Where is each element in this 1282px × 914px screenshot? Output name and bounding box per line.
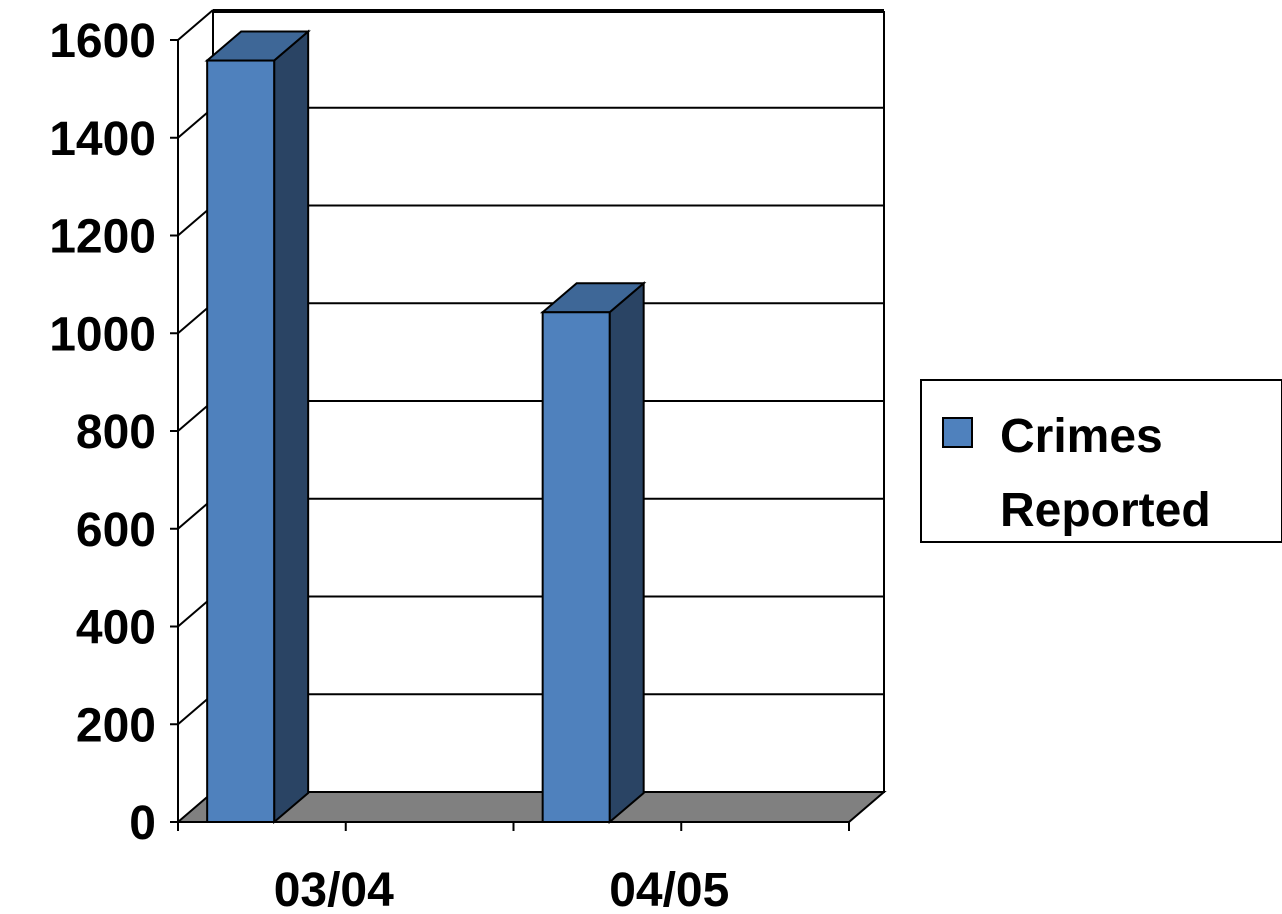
x-tick-label: 03/04 [274,864,394,909]
y-tick-label: 400 [76,602,156,655]
axes [170,39,850,831]
bar [539,281,647,825]
bars [204,29,647,825]
x-tick-label: 04/05 [609,864,729,909]
legend-box [920,379,1282,543]
bar-front [206,59,276,824]
y-tick-label: 1000 [49,308,156,361]
bar [204,29,311,825]
bar-front [541,311,611,823]
bar-side [608,281,645,825]
y-tick-labels: 0 200 400 600 800 1000 1200 1400 1600 [49,15,156,850]
y-tick-label: 600 [76,504,156,557]
gridline-side [177,9,214,41]
y-tick-label: 1200 [49,211,156,264]
y-tick-label: 1600 [49,15,156,68]
legend-label-line-2: Reported [1000,484,1211,537]
y-tick-label: 0 [129,797,156,850]
y-tick-label: 1400 [49,113,156,166]
legend-label-line-1: Crimes [1000,410,1163,463]
y-tick-label: 200 [76,699,156,752]
x-tick-labels: 03/04 04/05 [274,864,730,914]
legend-swatch [942,417,973,448]
legend: Crimes Reported [920,379,1282,543]
y-tick-label: 800 [76,406,156,459]
bar-side [273,29,310,825]
